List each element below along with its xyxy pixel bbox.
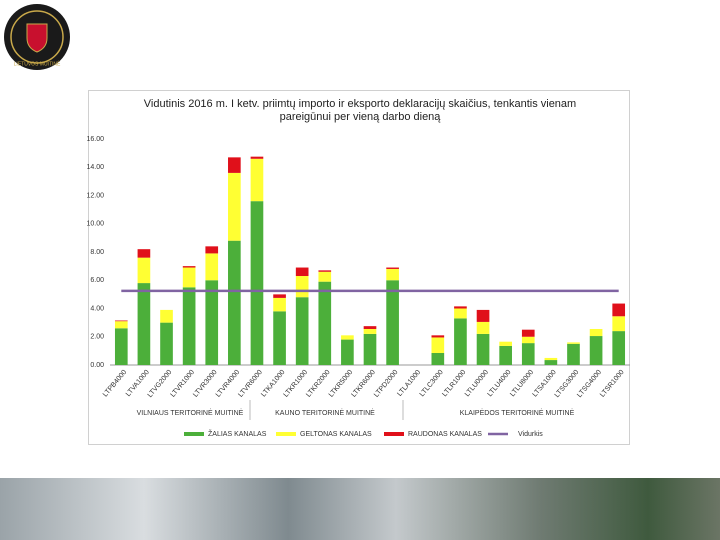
bar-segment — [499, 341, 512, 346]
bar-segment — [521, 329, 535, 337]
chart-frame — [88, 90, 630, 445]
bar-segment — [182, 266, 196, 268]
bar-segment — [363, 326, 377, 329]
bar-segment — [160, 322, 173, 365]
bar-segment — [567, 343, 580, 365]
bar-segment — [386, 280, 399, 365]
bar-segment — [612, 303, 626, 317]
bar-segment — [137, 283, 151, 365]
bar-segment — [228, 157, 241, 173]
bar-segment — [250, 158, 264, 202]
bar-segment — [295, 276, 309, 298]
legend-label: Vidurkis — [518, 431, 543, 438]
bar-segment — [114, 328, 128, 365]
y-tick-label: 2.00 — [90, 334, 104, 341]
bar-segment — [182, 267, 196, 288]
bar-segment — [273, 294, 286, 298]
legend-swatch — [276, 432, 296, 436]
legend-label: ŽALIAS KANALAS — [208, 429, 267, 438]
bar-segment — [250, 201, 264, 365]
bar-segment — [612, 316, 626, 332]
bar-segment — [205, 246, 219, 254]
bar-segment — [295, 297, 309, 365]
bar-segment — [521, 343, 535, 365]
bar-segment — [182, 287, 196, 365]
bar-segment — [521, 336, 535, 344]
bar-segment — [454, 318, 467, 365]
legend-label: GELTONAS KANALAS — [300, 431, 372, 438]
bar-segment — [612, 331, 626, 365]
bar-segment — [137, 257, 151, 284]
x-tick-label: LTPD2000 — [373, 369, 400, 399]
bar-segment — [476, 321, 490, 334]
x-tick-label: LTSR1000 — [599, 369, 626, 399]
bar-segment — [273, 297, 286, 312]
bar-segment — [476, 333, 490, 365]
bar-segment — [205, 280, 219, 365]
legend-swatch — [384, 432, 404, 436]
bar-segment — [318, 271, 332, 282]
bar-segment — [499, 345, 512, 365]
chart-title: Vidutinis 2016 m. I ketv. priimtų import… — [143, 98, 577, 123]
bar-segment — [341, 339, 354, 365]
bar-segment — [386, 267, 399, 269]
group-label: KAUNO TERITORINĖ MUITINĖ — [275, 408, 375, 417]
bar-segment — [431, 352, 445, 365]
bar-segment — [273, 311, 286, 365]
logo: LIETUVOS MUITINĖ — [4, 4, 70, 70]
bar-segment — [567, 342, 580, 344]
bar-segment — [454, 306, 467, 309]
bar-segment — [363, 333, 377, 365]
group-label: VILNIAUS TERITORINĖ MUITINĖ — [137, 408, 244, 417]
legend-swatch — [184, 432, 204, 436]
bar-segment — [589, 336, 603, 365]
y-tick-label: 14.00 — [86, 164, 104, 171]
bar-segment — [431, 337, 445, 353]
y-tick-label: 8.00 — [90, 249, 104, 256]
bar-segment — [386, 268, 399, 281]
y-tick-label: 16.00 — [86, 136, 104, 143]
bar-segment — [318, 270, 332, 272]
y-tick-label: 10.00 — [86, 221, 104, 228]
bar-segment — [114, 321, 128, 329]
bar-segment — [544, 360, 558, 365]
bar-segment — [250, 156, 264, 159]
bar-segment — [363, 328, 377, 334]
y-tick-label: 4.00 — [90, 305, 104, 312]
bar-segment — [228, 172, 241, 241]
bar-segment — [114, 320, 128, 322]
group-label: KLAIPĖDOS TERITORINĖ MUITINĖ — [460, 408, 575, 417]
bar-segment — [318, 281, 332, 365]
bar-segment — [431, 335, 445, 338]
bar-segment — [476, 309, 490, 322]
legend-label: RAUDONAS KANALAS — [408, 431, 482, 438]
bar-segment — [137, 249, 151, 258]
bar-segment — [205, 253, 219, 281]
y-tick-label: 6.00 — [90, 277, 104, 284]
bar-segment — [544, 357, 558, 361]
bar-segment — [589, 328, 603, 337]
photo-strip — [0, 478, 720, 540]
y-tick-label: 0.00 — [90, 362, 104, 369]
bar-segment — [228, 240, 241, 365]
logo-text: LIETUVOS MUITINĖ — [14, 60, 61, 67]
y-tick-label: 12.00 — [86, 192, 104, 199]
bar-segment — [341, 335, 354, 340]
bar-segment — [454, 308, 467, 319]
bar-segment — [160, 309, 173, 323]
bar-segment — [295, 267, 309, 277]
